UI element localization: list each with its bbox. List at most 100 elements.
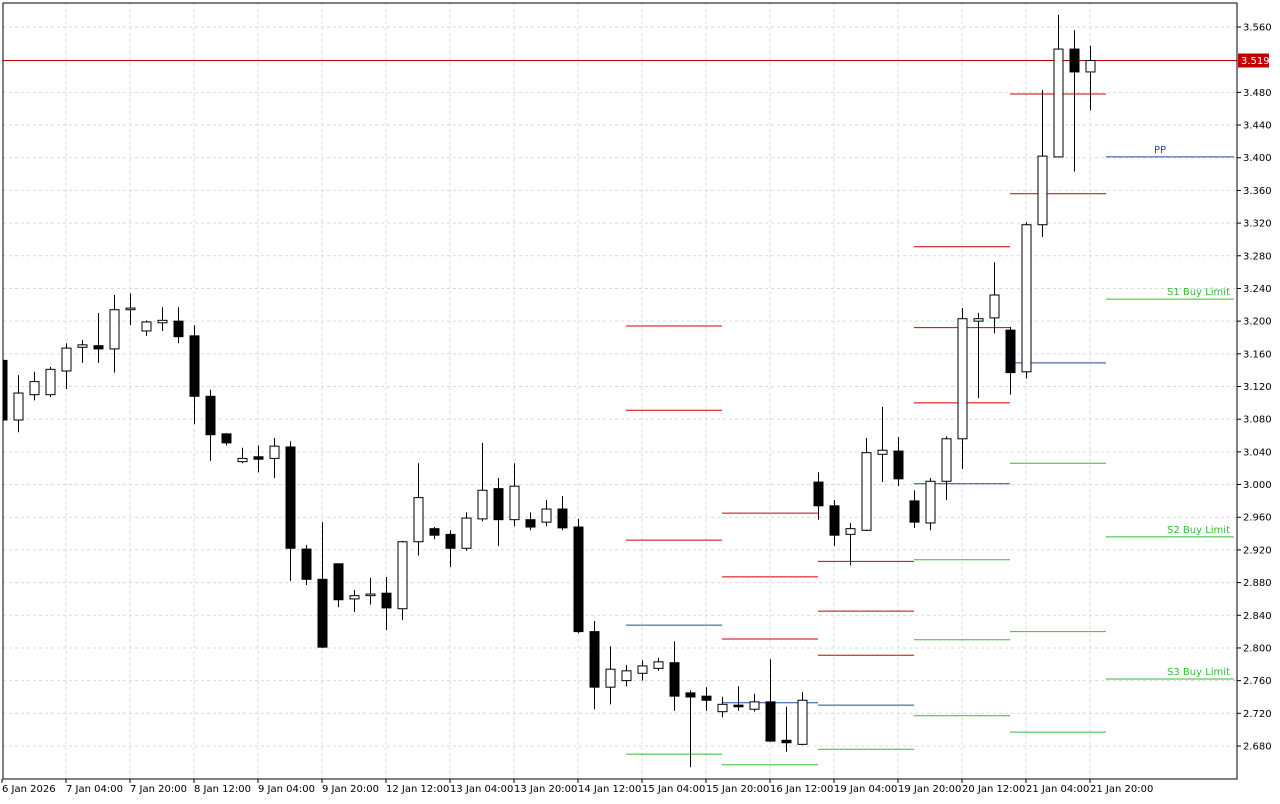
level-label: S3 Buy Limit — [1167, 667, 1230, 678]
candle-body — [829, 505, 840, 536]
candle-body — [333, 563, 344, 601]
candle-body — [125, 307, 136, 311]
candle-body — [413, 497, 424, 543]
candle-body — [749, 701, 760, 710]
candle-body — [141, 321, 152, 332]
candle-body — [93, 345, 104, 350]
level-label: S2 Buy Limit — [1167, 525, 1230, 536]
candle-body — [45, 368, 56, 396]
candle-body — [221, 433, 232, 444]
candle-body — [109, 309, 120, 350]
candle-body — [685, 692, 696, 698]
candle-body — [973, 318, 984, 322]
candle-body — [1005, 329, 1016, 374]
x-tick-label: 21 Jan 04:00 — [1026, 784, 1089, 795]
level-label: S1 Buy Limit — [1167, 287, 1230, 298]
candle-body — [381, 592, 392, 609]
candle-body — [957, 318, 968, 440]
candle-body — [365, 593, 376, 597]
y-tick-label: 3.000 — [1243, 480, 1272, 491]
x-tick-label: 9 Jan 20:00 — [322, 784, 379, 795]
y-tick-label: 2.880 — [1243, 578, 1272, 589]
candle-body — [1069, 48, 1080, 73]
candle-body — [525, 519, 536, 528]
candle-body — [77, 344, 88, 348]
y-tick-label: 2.840 — [1243, 611, 1272, 622]
candle-body — [637, 665, 648, 674]
candle-body — [61, 347, 72, 372]
candle-body — [557, 508, 568, 529]
candle-body — [301, 548, 312, 580]
candle-body — [429, 528, 440, 536]
candle-body — [13, 392, 24, 421]
candle-body — [541, 508, 552, 523]
candle-body — [589, 631, 600, 688]
candle-body — [877, 449, 888, 455]
candle-body — [445, 533, 456, 549]
candle-body — [1021, 224, 1032, 373]
candle-body — [797, 699, 808, 745]
candle-body — [861, 452, 872, 531]
candle-body — [989, 294, 1000, 319]
y-tick-label: 3.440 — [1243, 121, 1272, 132]
candle-body — [1037, 155, 1048, 226]
candle-body — [605, 668, 616, 688]
x-tick-label: 21 Jan 20:00 — [1090, 784, 1153, 795]
candle-body — [253, 456, 264, 460]
y-tick-label: 2.720 — [1243, 709, 1272, 720]
x-tick-label: 13 Jan 04:00 — [450, 784, 513, 795]
y-tick-label: 2.800 — [1243, 643, 1272, 654]
candle-body — [3, 359, 8, 421]
candle-body — [189, 335, 200, 397]
y-tick-label: 3.280 — [1243, 251, 1272, 262]
x-tick-label: 12 Jan 12:00 — [386, 784, 449, 795]
last-price-tag — [1238, 53, 1269, 68]
candle-body — [653, 661, 664, 669]
x-tick-label: 6 Jan 2026 — [2, 784, 56, 795]
candle-body — [781, 739, 792, 744]
x-tick-label: 13 Jan 20:00 — [514, 784, 577, 795]
last-price-label: 3.519 — [1241, 56, 1270, 67]
y-tick-label: 2.760 — [1243, 676, 1272, 687]
candle-body — [237, 457, 248, 463]
candle-body — [397, 541, 408, 610]
y-tick-label: 3.160 — [1243, 349, 1272, 360]
x-tick-label: 20 Jan 12:00 — [962, 784, 1025, 795]
candle-body — [925, 480, 936, 524]
candle-body — [717, 703, 728, 713]
candle-body — [157, 319, 168, 324]
candle-body — [285, 446, 296, 549]
candle-body — [29, 381, 40, 396]
axes-layer: 2.680 2.720 2.760 2.800 2.840 2.880 2.920 2.960… — [1, 23, 1272, 795]
candle-body — [349, 595, 360, 600]
candle-body — [205, 395, 216, 436]
y-tick-label: 3.080 — [1243, 415, 1272, 426]
level-label: PP — [1154, 145, 1166, 156]
candle-body — [509, 485, 520, 521]
candle-body — [813, 481, 824, 507]
candle-body — [317, 578, 328, 648]
candle-body — [669, 662, 680, 697]
y-tick-label: 2.920 — [1243, 545, 1272, 556]
candle-body — [269, 445, 280, 459]
x-tick-label: 7 Jan 04:00 — [66, 784, 123, 795]
y-tick-label: 3.200 — [1243, 317, 1272, 328]
plot-area: PP S1 Buy Limit S2 Buy Limit S3 Buy Limit — [3, 14, 1237, 768]
candle-body — [621, 670, 632, 682]
y-tick-label: 3.480 — [1243, 88, 1272, 99]
y-tick-label: 3.560 — [1243, 23, 1272, 34]
plot-border — [2, 2, 1238, 780]
candle-body — [493, 488, 504, 521]
candle-body — [1085, 60, 1096, 73]
candle-body — [573, 526, 584, 633]
y-tick-label: 3.120 — [1243, 382, 1272, 393]
y-tick-label: 3.040 — [1243, 447, 1272, 458]
candle-body — [765, 701, 776, 742]
y-tick-label: 3.360 — [1243, 186, 1272, 197]
x-tick-label: 9 Jan 04:00 — [258, 784, 315, 795]
x-tick-label: 19 Jan 04:00 — [834, 784, 897, 795]
candle-body — [461, 517, 472, 549]
